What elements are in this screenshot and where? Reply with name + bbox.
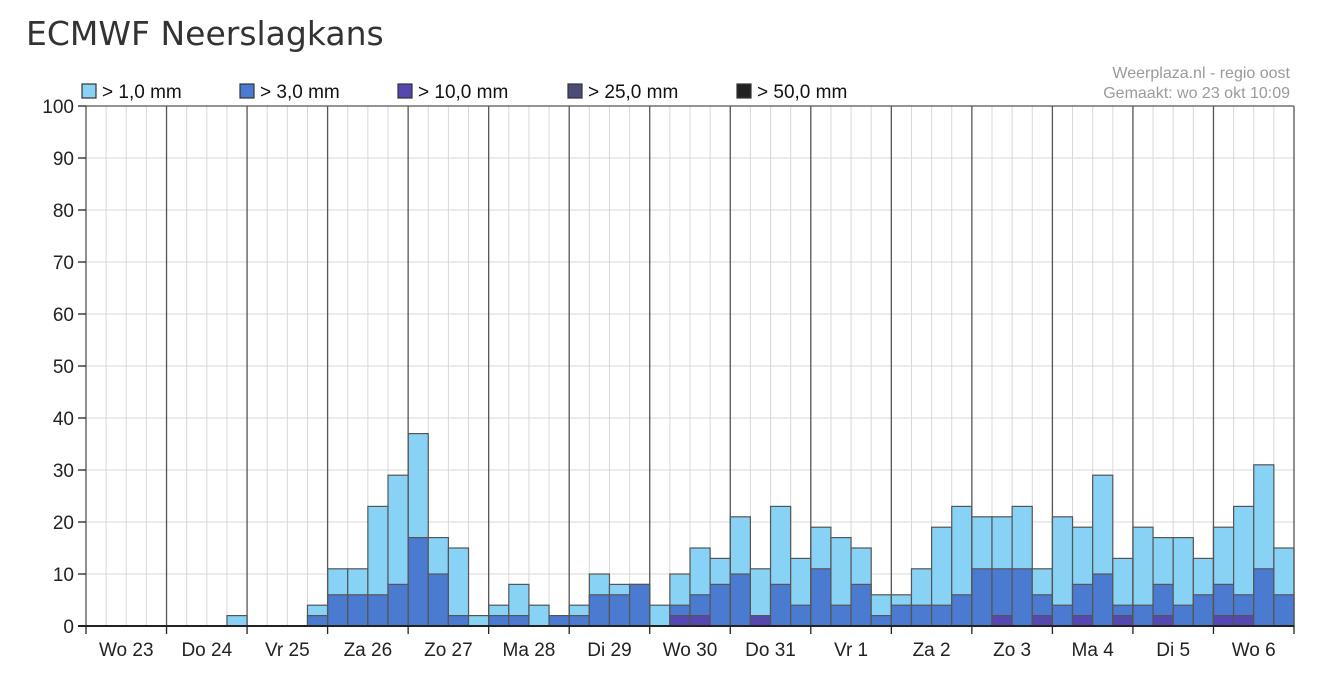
legend-swatch <box>397 83 413 99</box>
bar-2 <box>608 594 631 627</box>
bar-2 <box>1051 604 1074 627</box>
bar-2 <box>930 604 953 627</box>
x-tick-label: Za 2 <box>913 640 951 661</box>
x-tick-label: Ma 4 <box>1072 640 1115 661</box>
legend-swatch <box>736 83 752 99</box>
legend-label: > 3,0 mm <box>260 82 340 103</box>
bar-3 <box>1152 614 1174 627</box>
bar-1 <box>467 614 490 627</box>
legend-swatch <box>81 83 97 99</box>
y-tick-label: 80 <box>53 201 74 222</box>
x-tick-label: Vr 1 <box>834 640 868 661</box>
x-tick-label: Wo 6 <box>1232 640 1276 661</box>
bar-2 <box>367 594 389 627</box>
bar-2 <box>1011 568 1033 627</box>
bar-2 <box>1273 594 1295 627</box>
bar-2 <box>971 568 993 627</box>
bar-2 <box>407 536 429 627</box>
bar-3 <box>991 614 1013 627</box>
bar-2 <box>588 594 611 627</box>
y-tick-label: 0 <box>63 617 74 638</box>
y-tick-label: 90 <box>53 149 74 170</box>
bar-3 <box>1112 614 1134 627</box>
y-tick-label: 70 <box>53 253 74 274</box>
x-tick-label: Zo 27 <box>424 640 473 661</box>
page-title: ECMWF Neerslagkans <box>26 14 384 53</box>
bar-2 <box>568 614 590 627</box>
legend-swatch <box>567 83 583 99</box>
y-tick-label: 40 <box>53 409 74 430</box>
bar-2 <box>447 614 470 627</box>
bar-2 <box>508 614 530 627</box>
y-tick-label: 60 <box>53 305 74 326</box>
bar-3 <box>1071 614 1094 627</box>
bar-3 <box>669 614 691 627</box>
bar-2 <box>951 594 973 627</box>
x-tick-label: Ma 28 <box>503 640 556 661</box>
bar-3 <box>689 614 711 627</box>
bar-2 <box>790 604 812 627</box>
bar-2 <box>830 604 852 627</box>
y-tick-label: 50 <box>53 357 74 378</box>
bar-2 <box>1092 573 1114 627</box>
x-tick-label: Vr 25 <box>265 640 310 661</box>
created-timestamp: Gemaakt: wo 23 okt 10:09 <box>1103 85 1290 102</box>
x-tick-label: Za 26 <box>344 640 393 661</box>
bar-1 <box>649 604 671 627</box>
bar-1 <box>528 604 550 627</box>
bar-2 <box>327 594 349 627</box>
x-tick-label: Do 31 <box>745 640 796 661</box>
x-tick-label: Wo 30 <box>663 640 718 661</box>
x-tick-label: Di 5 <box>1156 640 1190 661</box>
bar-1 <box>226 614 248 627</box>
bar-2 <box>850 583 872 627</box>
legend-label: > 50,0 mm <box>757 82 847 103</box>
bar-2 <box>870 614 892 627</box>
bar-2 <box>347 594 369 627</box>
y-tick-label: 30 <box>53 461 74 482</box>
bar-2 <box>387 583 409 627</box>
legend-label: > 10,0 mm <box>418 82 508 103</box>
bar-2 <box>488 614 510 627</box>
bar-1 <box>447 547 470 627</box>
legend-label: > 1,0 mm <box>102 82 182 103</box>
bar-2 <box>427 573 449 627</box>
x-tick-label: Wo 23 <box>99 640 154 661</box>
legend-label: > 25,0 mm <box>588 82 678 103</box>
bar-3 <box>1031 614 1054 627</box>
bar-2 <box>628 583 651 627</box>
bar-2 <box>890 604 913 627</box>
bar-3 <box>1232 614 1255 627</box>
bar-3 <box>1212 614 1235 627</box>
x-tick-label: Zo 3 <box>993 640 1031 661</box>
bar-2 <box>306 614 329 627</box>
bar-2 <box>810 568 832 627</box>
bar-2 <box>729 573 751 627</box>
bar-2 <box>769 583 792 627</box>
axes: 0 10 20 30 40 50 60 70 80 90 100 Wo 23 Do 24 Vr 25 Za … <box>42 97 1295 661</box>
bars <box>226 433 1295 627</box>
x-tick-label: Di 29 <box>587 640 631 661</box>
bar-2 <box>1192 594 1215 627</box>
bar-2 <box>548 614 570 627</box>
bar-2 <box>910 604 933 627</box>
bar-2 <box>1172 604 1194 627</box>
y-tick-label: 100 <box>42 97 74 118</box>
legend-swatch <box>239 83 255 99</box>
legend: > 1,0 mm > 3,0 mm > 10,0 mm > 25,0 mm > 50,0… <box>81 82 847 103</box>
x-tick-label: Do 24 <box>181 640 232 661</box>
bar-2 <box>1132 604 1154 627</box>
bar-3 <box>749 614 772 627</box>
source-label: Weerplaza.nl - regio oost <box>1112 65 1290 82</box>
bar-2 <box>709 583 731 627</box>
bar-2 <box>1253 568 1275 627</box>
y-tick-label: 20 <box>53 513 74 534</box>
y-tick-label: 10 <box>53 565 74 586</box>
